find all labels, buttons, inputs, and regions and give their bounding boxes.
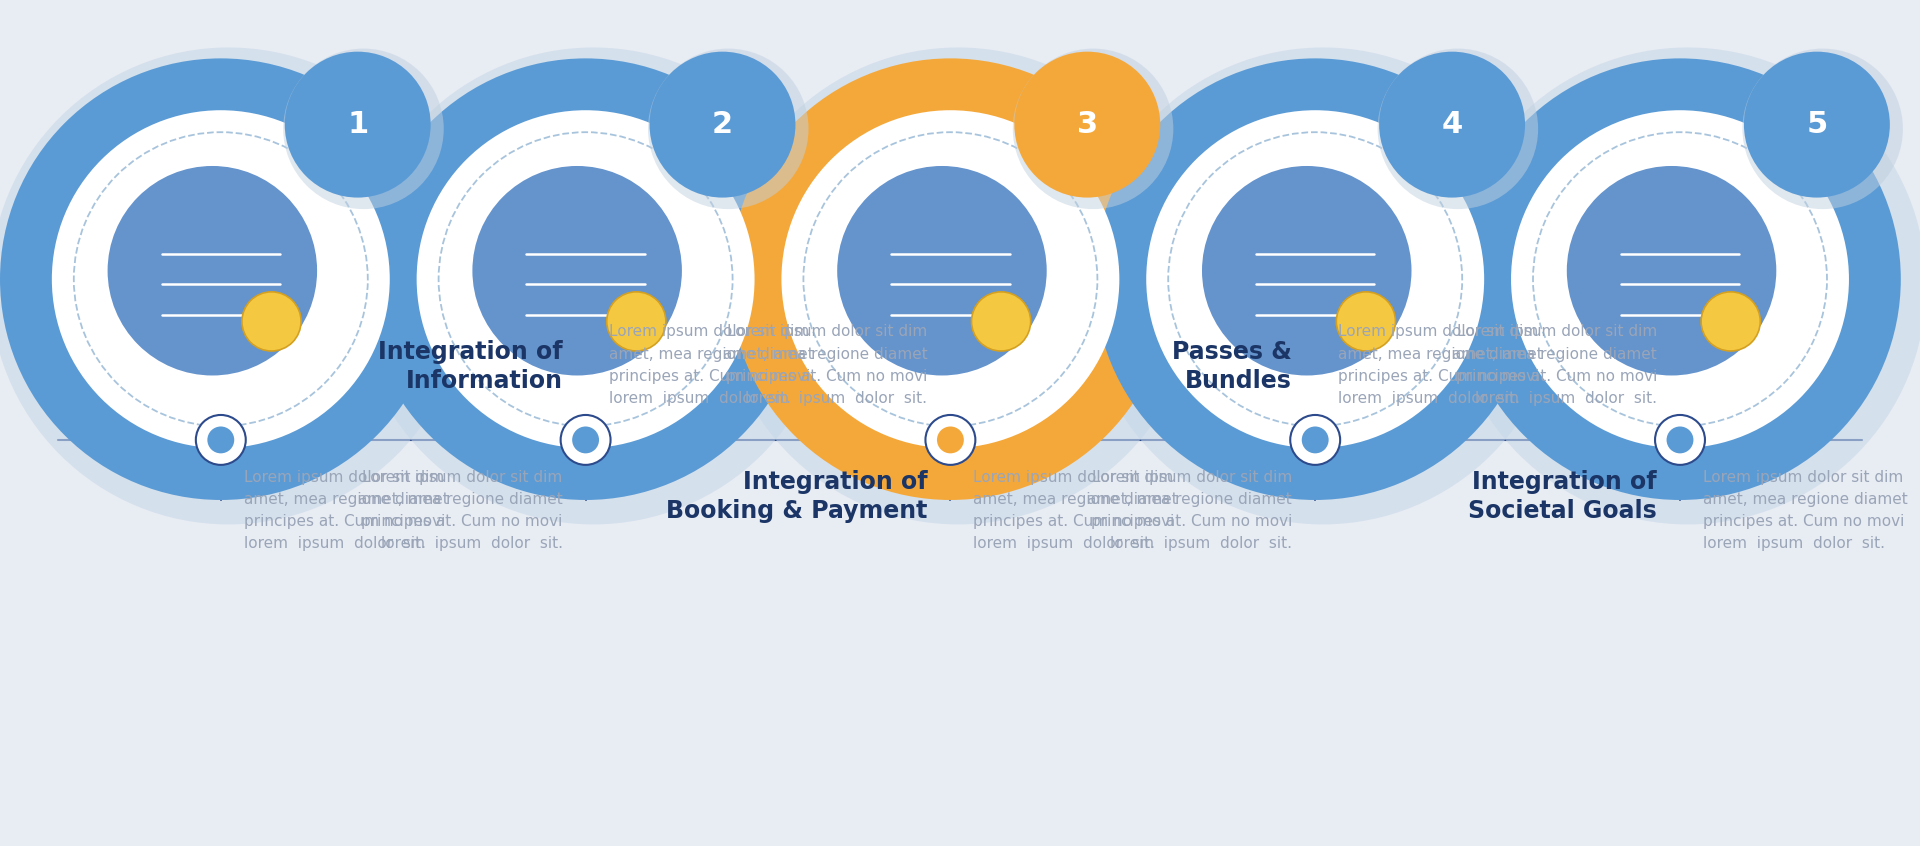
Ellipse shape <box>607 292 666 351</box>
Text: Lorem ipsum dolor sit dim
amet, mea regione diamet
principes at. Cum no movi
lor: Lorem ipsum dolor sit dim amet, mea regi… <box>1452 325 1657 406</box>
Text: 2: 2 <box>712 110 733 139</box>
Ellipse shape <box>365 58 806 500</box>
Ellipse shape <box>108 166 317 376</box>
Ellipse shape <box>1094 58 1536 500</box>
Ellipse shape <box>355 47 831 525</box>
Ellipse shape <box>837 166 1046 376</box>
Text: Integration of
Information: Integration of Information <box>378 340 563 393</box>
Ellipse shape <box>417 110 755 448</box>
Text: Lorem ipsum dolor sit dim
amet, mea regione diamet
principes at. Cum no movi
lor: Lorem ipsum dolor sit dim amet, mea regi… <box>244 470 449 551</box>
Ellipse shape <box>649 52 795 198</box>
Ellipse shape <box>1336 292 1396 351</box>
Ellipse shape <box>284 52 430 198</box>
Text: Lorem ipsum dolor sit dim
amet, mea regione diamet
principes at. Cum no movi
lor: Lorem ipsum dolor sit dim amet, mea regi… <box>1703 470 1908 551</box>
Ellipse shape <box>1567 166 1776 376</box>
Ellipse shape <box>720 47 1196 525</box>
Text: Lorem ipsum dolor sit dim
amet, mea regione diamet
principes at. Cum no movi
lor: Lorem ipsum dolor sit dim amet, mea regi… <box>357 470 563 551</box>
Ellipse shape <box>196 415 246 465</box>
Text: Lorem ipsum dolor sit dim
amet, mea regione diamet
principes at. Cum no movi
lor: Lorem ipsum dolor sit dim amet, mea regi… <box>973 470 1179 551</box>
Text: Lorem ipsum dolor sit dim
amet, mea regione diamet
principes at. Cum no movi
lor: Lorem ipsum dolor sit dim amet, mea regi… <box>609 325 814 406</box>
Text: Integration of
Booking & Payment: Integration of Booking & Payment <box>666 470 927 523</box>
Ellipse shape <box>1146 110 1484 448</box>
Ellipse shape <box>472 166 682 376</box>
Ellipse shape <box>1511 110 1849 448</box>
Ellipse shape <box>561 415 611 465</box>
Ellipse shape <box>1459 58 1901 500</box>
Ellipse shape <box>1743 52 1889 198</box>
Text: Lorem ipsum dolor sit dim
amet, mea regione diamet
principes at. Cum no movi
lor: Lorem ipsum dolor sit dim amet, mea regi… <box>722 325 927 406</box>
Ellipse shape <box>1667 426 1693 453</box>
Ellipse shape <box>1741 48 1903 209</box>
Text: Passes &
Bundles: Passes & Bundles <box>1173 340 1292 393</box>
Ellipse shape <box>1014 52 1160 198</box>
Text: 3: 3 <box>1077 110 1098 139</box>
Ellipse shape <box>572 426 599 453</box>
Ellipse shape <box>1302 426 1329 453</box>
Text: Lorem ipsum dolor sit dim
amet, mea regione diamet
principes at. Cum no movi
lor: Lorem ipsum dolor sit dim amet, mea regi… <box>1338 325 1544 406</box>
Ellipse shape <box>937 426 964 453</box>
Ellipse shape <box>1379 52 1524 198</box>
Ellipse shape <box>1085 47 1561 525</box>
Ellipse shape <box>0 47 467 525</box>
Ellipse shape <box>730 58 1171 500</box>
Ellipse shape <box>649 48 808 209</box>
Ellipse shape <box>781 110 1119 448</box>
Ellipse shape <box>1290 415 1340 465</box>
Ellipse shape <box>52 110 390 448</box>
Ellipse shape <box>1202 166 1411 376</box>
Ellipse shape <box>1450 47 1920 525</box>
Text: Integration of
Societal Goals: Integration of Societal Goals <box>1469 470 1657 523</box>
Ellipse shape <box>284 48 444 209</box>
Ellipse shape <box>242 292 301 351</box>
Ellipse shape <box>1379 48 1538 209</box>
Ellipse shape <box>972 292 1031 351</box>
Ellipse shape <box>1655 415 1705 465</box>
Ellipse shape <box>1014 48 1173 209</box>
Text: 1: 1 <box>348 110 369 139</box>
Ellipse shape <box>207 426 234 453</box>
Ellipse shape <box>0 58 442 500</box>
Text: 5: 5 <box>1807 110 1828 139</box>
Ellipse shape <box>925 415 975 465</box>
Text: Lorem ipsum dolor sit dim
amet, mea regione diamet
principes at. Cum no movi
lor: Lorem ipsum dolor sit dim amet, mea regi… <box>1087 470 1292 551</box>
Ellipse shape <box>1701 292 1761 351</box>
Text: 4: 4 <box>1442 110 1463 139</box>
